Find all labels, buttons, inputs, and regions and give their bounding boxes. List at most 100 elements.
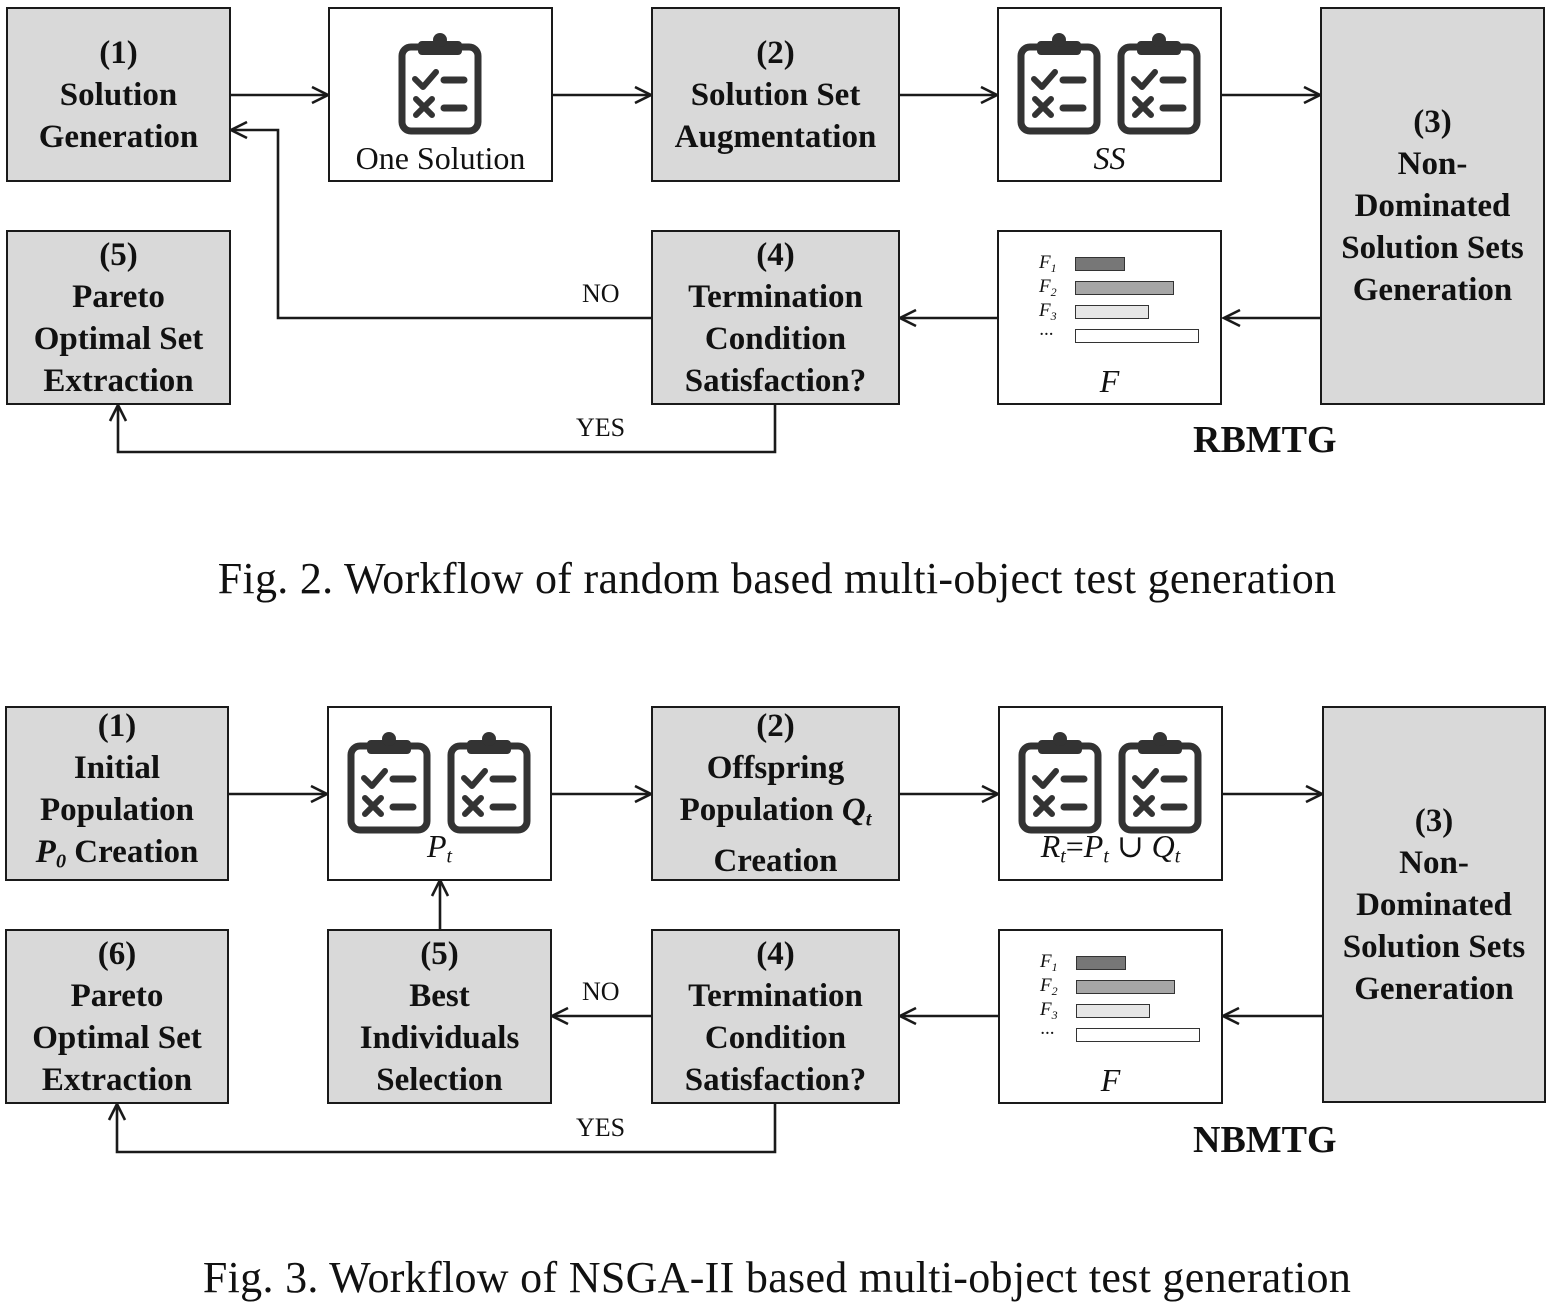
fig2-termination-box: (4) Termination Condition Satisfaction? (651, 230, 900, 405)
box-text: Individuals (359, 1019, 520, 1056)
box-text: Dominated (1354, 188, 1511, 224)
objective-bar-row: F3 (1036, 999, 1206, 1023)
clipboard-checklist-icon (1117, 33, 1201, 135)
box-text: Generation (1352, 272, 1513, 308)
objective-label: F3 (1040, 999, 1058, 1022)
step-number: (3) (1414, 802, 1454, 839)
objective-bar-row: F1 (1036, 951, 1206, 975)
fig2-solution-set-augmentation-box: (2) Solution Set Augmentation (651, 7, 900, 182)
clipboard-checklist-icon (1018, 732, 1102, 834)
box-text: Termination (688, 977, 863, 1014)
objective-bars: F1 F2 F3 ··· (1036, 951, 1206, 1047)
fig3-best-selection-box: (5) Best Individuals Selection (327, 929, 552, 1104)
qt-var: Q (841, 791, 866, 828)
step-number: (3) (1413, 104, 1452, 140)
step-number: (4) (756, 236, 795, 273)
arrow-no-loop (231, 130, 651, 320)
objective-bar-row: F3 (1035, 300, 1205, 324)
objective-bar (1076, 980, 1175, 994)
objective-label: ··· (1039, 324, 1054, 345)
box-text: Condition (704, 320, 847, 357)
clipboard-checklist-icon (347, 732, 431, 834)
fig3-objectives-box: F1 F2 F3 ··· F (998, 929, 1223, 1104)
step-number: (4) (756, 935, 795, 972)
box-text: Extraction (43, 362, 194, 399)
box-text: Non- (1397, 146, 1468, 182)
arrow-yes-to-extraction (118, 404, 777, 454)
objective-label: F1 (1039, 252, 1057, 275)
step-number: (2) (756, 34, 795, 71)
population-text: Population (679, 791, 842, 828)
objective-bar (1075, 281, 1174, 295)
one-solution-label: One Solution (355, 140, 526, 176)
step-number: (1) (97, 707, 137, 744)
box-text: Creation (713, 843, 838, 880)
clipboard-checklist-icon (1118, 732, 1202, 834)
objective-label: F2 (1040, 975, 1058, 998)
clipboard-checklist-icon (398, 33, 482, 135)
objective-label-sub: 1 (1051, 960, 1058, 974)
pt-var: P (426, 828, 447, 865)
box-text: Pareto (72, 278, 165, 315)
pt-label: Pt (329, 828, 550, 875)
fig3-non-dominated-box: (3) Non- Dominated Solution Sets Generat… (1322, 706, 1546, 1103)
box-text: Optimal Set (32, 1019, 202, 1056)
box-text: Offspring (706, 749, 845, 786)
objective-label-sub: 2 (1050, 285, 1057, 299)
box-text: Selection (376, 1061, 503, 1098)
pt-sub: t (446, 846, 453, 868)
fig2-one-solution-box: One Solution (328, 7, 553, 182)
box-text: Condition (704, 1019, 847, 1056)
objective-label: ··· (1040, 1023, 1055, 1044)
objective-bar (1076, 1028, 1200, 1042)
box-text: Population (39, 791, 195, 828)
rt-r: R (1040, 828, 1061, 865)
rt-eq: = (1065, 828, 1084, 865)
no-label: NO (582, 279, 620, 308)
box-text: P0 Creation (36, 831, 199, 883)
objective-bars: F1 F2 F3 ··· (1035, 252, 1205, 348)
figure-caption: Fig. 2. Workflow of random based multi-o… (217, 554, 1337, 603)
yes-label: YES (576, 1113, 626, 1142)
creation-text: Creation (66, 833, 199, 870)
objective-bar (1075, 305, 1149, 319)
f-label: F (1100, 1062, 1121, 1098)
fig3-termination-box: (4) Termination Condition Satisfaction? (651, 929, 900, 1104)
step-number: (2) (756, 707, 795, 744)
box-text: Extraction (41, 1061, 193, 1098)
box-text: Population Qt (680, 789, 872, 841)
objective-bar-row: F2 (1036, 975, 1206, 999)
fig2-pareto-extraction-box: (5) Pareto Optimal Set Extraction (6, 230, 231, 405)
ss-label: SS (1093, 140, 1126, 176)
yes-label: YES (576, 413, 626, 442)
arrow-yes-to-extraction (117, 1103, 777, 1154)
fig2-solution-generation-box: (1) Solution Generation (6, 7, 231, 182)
objective-label-sub: 2 (1051, 984, 1058, 998)
box-text: Non- (1399, 844, 1469, 881)
algorithm-name: RBMTG (1193, 419, 1337, 461)
qt-sub: t (865, 808, 872, 831)
objective-label: F2 (1039, 276, 1057, 299)
box-text: Best (409, 977, 470, 1014)
rt-q: Q (1151, 828, 1175, 865)
fig3-rt-box: Rt=Pt ∪ Qt (998, 706, 1223, 881)
step-number: (5) (420, 935, 459, 972)
clipboard-checklist-icon (1017, 33, 1101, 135)
objective-label-sub: 3 (1050, 309, 1057, 323)
box-text: Solution Set (690, 76, 861, 113)
fig3-initial-population-box: (1) Initial Population P0 Creation (5, 706, 229, 881)
objective-bar (1076, 1004, 1150, 1018)
rt-p: P (1083, 828, 1104, 865)
rt-q-sub: t (1174, 846, 1181, 868)
fig2-non-dominated-box: (3) Non- Dominated Solution Sets Generat… (1320, 7, 1545, 405)
objective-label-sub: 1 (1050, 261, 1057, 275)
objective-bar-row: F2 (1035, 276, 1205, 300)
p0-var: P (35, 833, 56, 870)
box-text: Generation (38, 118, 199, 155)
rt-union: ∪ (1108, 828, 1152, 865)
fig3-pt-box: Pt (327, 706, 552, 881)
objective-label-sub: 3 (1051, 1008, 1058, 1022)
objective-bar (1075, 329, 1199, 343)
box-text: Solution Sets (1342, 928, 1526, 965)
box-text: Pareto (70, 977, 164, 1014)
